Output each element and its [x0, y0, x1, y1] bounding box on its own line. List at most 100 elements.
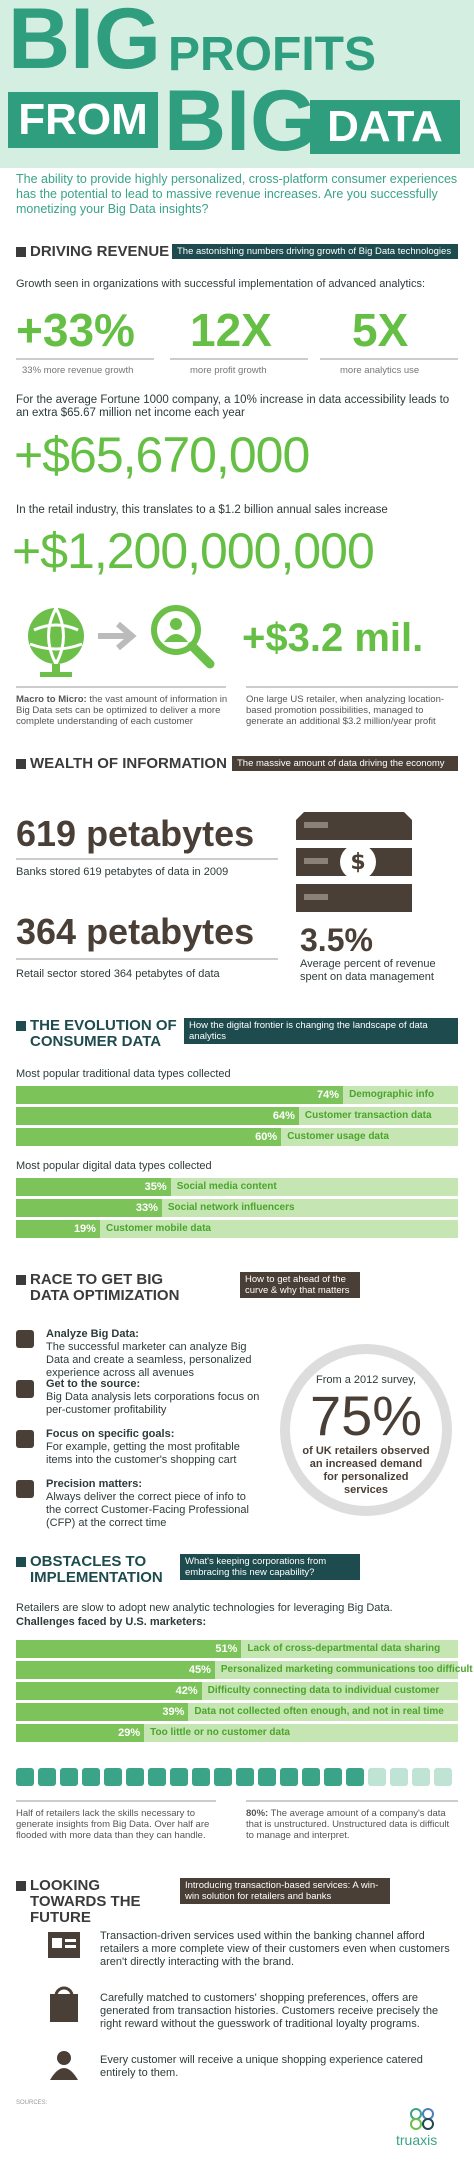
- person-icon: [126, 1768, 144, 1786]
- item-title: Focus on specific goals:: [46, 1428, 175, 1440]
- item-icon: [16, 1380, 34, 1398]
- bar: [16, 1682, 202, 1700]
- bar: [16, 1086, 344, 1104]
- bar-label: Lack of cross-departmental data sharing: [247, 1643, 441, 1654]
- section-title: THE EVOLUTION OF CONSUMER DATA: [30, 1017, 177, 1050]
- item-text: Always deliver the correct piece of info…: [46, 1491, 249, 1529]
- text: Challenges faced by U.S. marketers:: [16, 1616, 207, 1628]
- person-icon: [170, 1768, 188, 1786]
- title-word: BIG: [164, 73, 317, 169]
- person-icon: [434, 1768, 452, 1786]
- person-icon: [104, 1768, 122, 1786]
- bar-label: Customer usage data: [287, 1131, 389, 1142]
- bar-value-label: 39%: [162, 1706, 185, 1718]
- bar-label: Social media content: [176, 1181, 277, 1192]
- section-title: WEALTH OF INFORMATION: [30, 755, 227, 772]
- bar-value-label: 33%: [135, 1202, 158, 1214]
- text: In the retail industry, this translates …: [16, 504, 388, 516]
- bar-label: Too little or no customer data: [150, 1727, 290, 1738]
- person-icon: [368, 1768, 386, 1786]
- person-icon: [412, 1768, 430, 1786]
- item-title: Precision matters:: [46, 1478, 142, 1490]
- survey-circle: From a 2012 survey, 75% of UK retailers …: [280, 1344, 452, 1516]
- future-text: Carefully matched to customers' shopping…: [100, 1992, 439, 2030]
- bar-value-label: 60%: [255, 1131, 278, 1143]
- section-subtitle: The massive amount of data driving the e…: [232, 756, 458, 771]
- item-icon: [16, 1330, 34, 1348]
- bar-value-label: 42%: [175, 1685, 198, 1697]
- section-subtitle: How to get ahead of the curve & why that…: [240, 1272, 360, 1298]
- logo: truaxis: [396, 2132, 438, 2148]
- rule: [16, 686, 226, 688]
- survey-intro: From a 2012 survey,: [315, 1374, 417, 1386]
- text: Growth seen in organizations with succes…: [16, 278, 426, 290]
- future-text: Transaction-driven services used within …: [100, 1930, 450, 1968]
- bar: [16, 1640, 242, 1658]
- bar-value-label: 35%: [144, 1181, 167, 1193]
- section-title: LOOKING TOWARDS THE FUTURE: [30, 1877, 141, 1926]
- person-icon: [324, 1768, 342, 1786]
- section-header: LOOKING TOWARDS THE FUTURE Introducing t…: [16, 1878, 458, 1926]
- big-number: +$3.2 mil.: [242, 616, 424, 660]
- bullet: [16, 1021, 26, 1031]
- person-icon: [302, 1768, 320, 1786]
- person-icon: [192, 1768, 210, 1786]
- bullet: [16, 1275, 26, 1285]
- item-title: Get to the source:: [46, 1378, 141, 1390]
- item-text: Big Data analysis lets corporations focu…: [46, 1391, 260, 1416]
- stat: +33%: [16, 304, 135, 356]
- section-subtitle: Introducing transaction-based services: …: [180, 1878, 390, 1904]
- bar-label: Customer mobile data: [105, 1223, 211, 1234]
- stat: 12X: [190, 304, 272, 356]
- bullet: [16, 1881, 26, 1891]
- bar-value-label: 74%: [317, 1089, 340, 1101]
- macro-icons: [28, 605, 215, 677]
- bar-track: [16, 1220, 458, 1238]
- item-icon: [16, 1480, 34, 1498]
- caption: The average amount of a company's data t…: [246, 1808, 450, 1841]
- person-icon: [280, 1768, 298, 1786]
- bar: [16, 1178, 171, 1196]
- bar-value-label: 64%: [272, 1110, 295, 1122]
- big-number: 364 petabytes: [16, 911, 255, 952]
- bar-value-label: 51%: [215, 1643, 238, 1655]
- section-header: OBSTACLES TO IMPLEMENTATION What's keepi…: [16, 1554, 458, 1586]
- survey-value: 75%: [309, 1384, 423, 1447]
- rule: [16, 358, 154, 360]
- section-title: OBSTACLES TO IMPLEMENTATION: [30, 1553, 163, 1586]
- section-title: RACE TO GET BIG DATA OPTIMIZATION: [30, 1271, 180, 1304]
- bar-label: Personalized marketing communications to…: [220, 1664, 473, 1675]
- section-title: DRIVING REVENUE: [30, 243, 170, 260]
- title-word: DATA: [310, 100, 460, 154]
- bar: [16, 1703, 189, 1721]
- bar: [16, 1199, 162, 1217]
- caption: the vast amount of information in Big Da…: [16, 694, 228, 727]
- person-icon: [214, 1768, 232, 1786]
- bar-group: 35% Social media content 33% Social network…: [16, 1178, 458, 1240]
- future-icons: [48, 1932, 80, 2080]
- bar: [16, 1128, 282, 1146]
- bullet: [16, 247, 26, 257]
- stat-caption: 33% more revenue growth: [22, 365, 134, 376]
- section-subtitle: How the digital frontier is changing the…: [184, 1018, 458, 1044]
- bar-value-label: 19%: [73, 1223, 96, 1235]
- section-subtitle: The astonishing numbers driving growth o…: [172, 244, 458, 259]
- big-number: 619 petabytes: [16, 813, 255, 854]
- bar-label: Data not collected often enough, and not…: [194, 1706, 444, 1717]
- sources-title: SOURCES:: [16, 2100, 48, 2106]
- bar-group: 51% Lack of cross-departmental data shari…: [16, 1640, 473, 1744]
- title-word: BIG: [8, 0, 161, 87]
- survey-text: of UK retailers observed an increased de…: [302, 1445, 430, 1496]
- big-number: 3.5%: [300, 922, 373, 958]
- item-text: For example, getting the most profitable…: [46, 1441, 240, 1466]
- person-icon: [82, 1768, 100, 1786]
- bar-label: Social network influencers: [167, 1202, 295, 1213]
- item-text: The successful marketer can analyze Big …: [46, 1341, 252, 1379]
- caption: Half of retailers lack the skills necess…: [16, 1808, 210, 1841]
- big-number: +$1,200,000,000: [12, 523, 375, 579]
- stat-caption: more analytics use: [340, 365, 420, 376]
- bar-group: 74% Demographic info 64% Customer transacti…: [16, 1086, 458, 1148]
- big-number: +$65,670,000: [14, 427, 310, 483]
- future-text: Every customer will receive a unique sho…: [100, 2054, 423, 2079]
